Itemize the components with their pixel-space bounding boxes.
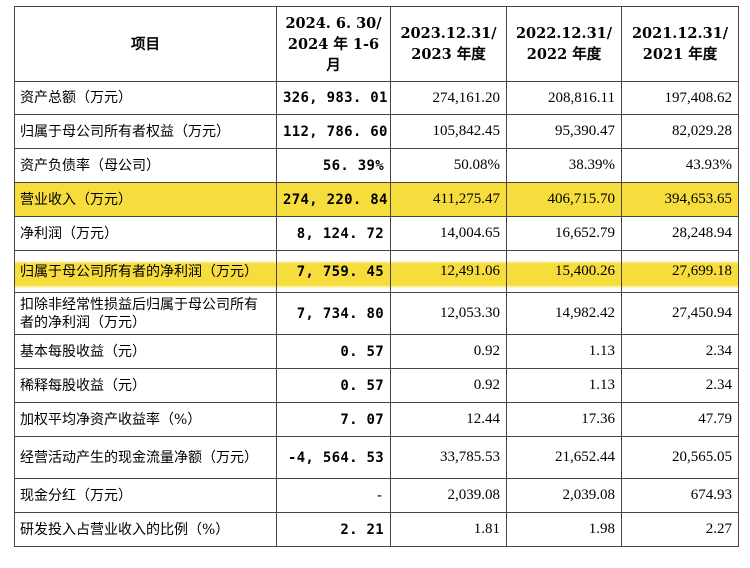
cell-2023: 0.92	[390, 368, 507, 403]
financial-table-container: 项目 2024. 6. 30/ 2024 年 1-6 月 2023.12.31/…	[14, 6, 739, 560]
row-label: 资产负债率（母公司）	[14, 148, 277, 183]
row-label: 扣除非经常性损益后归属于母公司所有者的净利润（万元）	[14, 292, 277, 335]
table-row: 归属于母公司所有者权益（万元） 112, 786. 60 105,842.45 …	[14, 114, 739, 149]
cell-2022: 16,652.79	[506, 216, 622, 251]
table-header-row: 项目 2024. 6. 30/ 2024 年 1-6 月 2023.12.31/…	[14, 6, 739, 82]
cell-2022: 406,715.70	[506, 182, 622, 217]
cell-2021: 2.34	[621, 334, 739, 369]
cell-2022: 95,390.47	[506, 114, 622, 149]
cell-2024h1: 7, 734. 80	[276, 292, 391, 335]
cell-2024h1: 274, 220. 84	[276, 182, 391, 217]
financial-summary-table: 项目 2024. 6. 30/ 2024 年 1-6 月 2023.12.31/…	[14, 6, 739, 547]
row-label: 经营活动产生的现金流量净额（万元）	[14, 436, 277, 479]
row-label: 研发投入占营业收入的比例（%）	[14, 512, 277, 547]
table-row: 基本每股收益（元） 0. 57 0.92 1.13 2.34	[14, 334, 739, 369]
table-row-highlighted: 归属于母公司所有者的净利润（万元） 7, 759. 45 12,491.06 1…	[14, 250, 739, 293]
cell-2023: 0.92	[390, 334, 507, 369]
cell-2022: 1.13	[506, 368, 622, 403]
cell-2024h1: 7. 07	[276, 402, 391, 437]
table-row: 经营活动产生的现金流量净额（万元） -4, 564. 53 33,785.53 …	[14, 436, 739, 479]
cell-2024h1: 112, 786. 60	[276, 114, 391, 149]
row-label: 现金分红（万元）	[14, 478, 277, 513]
cell-2024h1: 8, 124. 72	[276, 216, 391, 251]
header-col-2022: 2022.12.31/ 2022 年度	[506, 6, 622, 82]
row-label: 基本每股收益（元）	[14, 334, 277, 369]
row-label: 营业收入（万元）	[14, 182, 277, 217]
cell-2021: 197,408.62	[621, 81, 739, 115]
cell-2021: 82,029.28	[621, 114, 739, 149]
table-row: 净利润（万元） 8, 124. 72 14,004.65 16,652.79 2…	[14, 216, 739, 251]
row-label: 归属于母公司所有者权益（万元）	[14, 114, 277, 149]
table-row: 加权平均净资产收益率（%） 7. 07 12.44 17.36 47.79	[14, 402, 739, 437]
cell-2024h1: 0. 57	[276, 368, 391, 403]
cell-2021: 43.93%	[621, 148, 739, 183]
cell-2023: 12,053.30	[390, 292, 507, 335]
cell-2024h1: 326, 983. 01	[276, 81, 391, 115]
table-row: 资产总额（万元） 326, 983. 01 274,161.20 208,816…	[14, 81, 739, 115]
cell-2024h1: -4, 564. 53	[276, 436, 391, 479]
cell-2024h1: -	[276, 478, 391, 513]
cell-2021: 394,653.65	[621, 182, 739, 217]
cell-2023: 12.44	[390, 402, 507, 437]
cell-2023: 14,004.65	[390, 216, 507, 251]
cell-2022: 1.13	[506, 334, 622, 369]
cell-2023: 12,491.06	[390, 250, 507, 293]
header-col-2023: 2023.12.31/ 2023 年度	[390, 6, 507, 82]
row-label: 资产总额（万元）	[14, 81, 277, 115]
cell-2023: 105,842.45	[390, 114, 507, 149]
cell-2022: 21,652.44	[506, 436, 622, 479]
table-row: 现金分红（万元） - 2,039.08 2,039.08 674.93	[14, 478, 739, 513]
cell-2022: 208,816.11	[506, 81, 622, 115]
cell-2024h1: 56. 39%	[276, 148, 391, 183]
table-row: 扣除非经常性损益后归属于母公司所有者的净利润（万元） 7, 734. 80 12…	[14, 292, 739, 335]
cell-2021: 674.93	[621, 478, 739, 513]
cell-2021: 2.27	[621, 512, 739, 547]
cell-2023: 33,785.53	[390, 436, 507, 479]
table-row: 稀释每股收益（元） 0. 57 0.92 1.13 2.34	[14, 368, 739, 403]
cell-2021: 27,450.94	[621, 292, 739, 335]
row-label: 净利润（万元）	[14, 216, 277, 251]
row-label: 稀释每股收益（元）	[14, 368, 277, 403]
row-label: 归属于母公司所有者的净利润（万元）	[14, 250, 277, 293]
cell-2023: 1.81	[390, 512, 507, 547]
header-item: 项目	[14, 6, 277, 82]
cell-2023: 2,039.08	[390, 478, 507, 513]
cell-2021: 47.79	[621, 402, 739, 437]
cell-2024h1: 7, 759. 45	[276, 250, 391, 293]
cell-2022: 15,400.26	[506, 250, 622, 293]
cell-2021: 20,565.05	[621, 436, 739, 479]
cell-2024h1: 2. 21	[276, 512, 391, 547]
table-row-highlighted: 营业收入（万元） 274, 220. 84 411,275.47 406,715…	[14, 182, 739, 217]
cell-2021: 28,248.94	[621, 216, 739, 251]
cell-2022: 38.39%	[506, 148, 622, 183]
cell-2021: 2.34	[621, 368, 739, 403]
header-col-2024h1: 2024. 6. 30/ 2024 年 1-6 月	[276, 6, 391, 82]
cell-2022: 2,039.08	[506, 478, 622, 513]
cell-2024h1: 0. 57	[276, 334, 391, 369]
cell-2023: 50.08%	[390, 148, 507, 183]
cell-2022: 14,982.42	[506, 292, 622, 335]
header-col-2021: 2021.12.31/ 2021 年度	[621, 6, 739, 82]
table-row: 研发投入占营业收入的比例（%） 2. 21 1.81 1.98 2.27	[14, 512, 739, 547]
cell-2023: 274,161.20	[390, 81, 507, 115]
row-label: 加权平均净资产收益率（%）	[14, 402, 277, 437]
cell-2023: 411,275.47	[390, 182, 507, 217]
cell-2021: 27,699.18	[621, 250, 739, 293]
cell-2022: 17.36	[506, 402, 622, 437]
table-row: 资产负债率（母公司） 56. 39% 50.08% 38.39% 43.93%	[14, 148, 739, 183]
cell-2022: 1.98	[506, 512, 622, 547]
